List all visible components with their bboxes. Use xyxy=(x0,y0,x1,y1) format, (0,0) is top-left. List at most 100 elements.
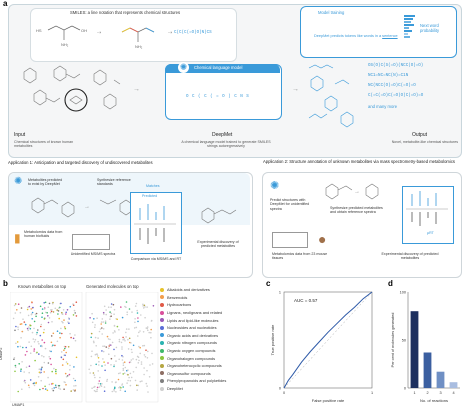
umap-left-title: Known metabolites on top xyxy=(18,284,67,289)
umap-point xyxy=(139,352,141,355)
legend-label: DeepMet xyxy=(167,386,183,392)
roc-ytick: 0 xyxy=(279,387,281,391)
legend-item: Phenylpropanoids and polyketides xyxy=(160,377,260,385)
bar-xlabel: No. of reactions xyxy=(420,398,448,403)
tube-icon: ▮ xyxy=(14,231,21,245)
umap-point xyxy=(50,350,52,353)
umap-point xyxy=(27,314,30,317)
umap-point xyxy=(58,317,60,320)
roc-diagonal xyxy=(283,291,373,389)
umap-point xyxy=(93,386,95,389)
legend-swatch xyxy=(160,302,164,307)
app2-predict: Predict structures with DeepMet for unid… xyxy=(270,198,310,211)
umap-point xyxy=(100,321,103,323)
app2-metabolomics: Metabolomics data from 23 mouse tissues xyxy=(272,252,328,261)
umap-point xyxy=(24,354,27,356)
output-title: Output xyxy=(412,132,428,138)
umap-point xyxy=(59,336,61,339)
bar-xtick: 2 xyxy=(426,391,428,395)
umap-point xyxy=(109,318,111,320)
umap-point xyxy=(20,323,23,325)
umap-point xyxy=(37,376,40,378)
svg-text:NH₂: NH₂ xyxy=(135,44,143,49)
umap-point xyxy=(145,349,147,351)
umap-point xyxy=(52,389,55,392)
umap-point xyxy=(98,364,100,366)
legend-label: Lignans, neolignans and related xyxy=(167,310,223,316)
roc-curve xyxy=(283,291,373,389)
umap-point xyxy=(101,365,103,367)
umap-point xyxy=(20,368,22,370)
umap-point xyxy=(57,384,60,387)
umap-point xyxy=(72,303,74,305)
umap-point xyxy=(44,385,46,388)
legend-item: Nucleosides and nucleotides xyxy=(160,324,260,332)
arrow-icon-2: → xyxy=(292,86,299,93)
umap-point xyxy=(95,345,97,347)
umap-point xyxy=(88,368,90,371)
legend-item: Organoheterocyclic compounds xyxy=(160,362,260,370)
umap-point xyxy=(49,357,52,360)
umap-point xyxy=(97,370,99,372)
umap-point xyxy=(50,310,53,313)
umap-point xyxy=(74,379,76,382)
umap-point xyxy=(54,344,56,347)
umap-point xyxy=(28,326,30,328)
umap-point xyxy=(112,332,114,334)
legend-label: Phenylpropanoids and polyketides xyxy=(167,378,227,384)
umap-point xyxy=(118,338,121,341)
umap-point xyxy=(65,313,67,315)
umap-point xyxy=(43,341,46,344)
legend-swatch xyxy=(160,333,164,338)
umap-point xyxy=(107,347,110,350)
umap-point xyxy=(130,342,132,344)
umap-legend: Alkaloids and derivatives Benzenoids Hydro… xyxy=(160,286,260,392)
app1-matches: Matches xyxy=(146,184,160,188)
umap-point xyxy=(61,313,64,315)
umap-point xyxy=(63,381,65,383)
umap-point xyxy=(74,339,77,342)
umap-point xyxy=(131,311,133,313)
umap-point xyxy=(103,305,106,308)
umap-point xyxy=(24,381,27,384)
umap-point xyxy=(93,389,96,392)
umap-point xyxy=(118,340,121,343)
umap-point xyxy=(96,355,99,357)
umap-point xyxy=(13,304,16,307)
umap-point xyxy=(28,365,31,367)
umap-point xyxy=(93,318,95,320)
umap-point xyxy=(90,364,92,367)
legend-swatch xyxy=(160,340,164,345)
app1-network-icon: ✺ xyxy=(14,176,23,187)
umap-point xyxy=(95,363,97,366)
umap-point xyxy=(108,353,110,355)
umap-point xyxy=(39,334,42,337)
clm-header xyxy=(165,64,280,73)
umap-point xyxy=(102,328,105,330)
umap-point xyxy=(64,327,67,330)
umap-point xyxy=(41,316,43,318)
umap-point xyxy=(20,370,22,372)
umap-point xyxy=(19,311,22,314)
umap-point xyxy=(28,386,31,389)
umap-point xyxy=(35,312,38,315)
umap-point xyxy=(132,371,135,373)
umap-point xyxy=(127,374,129,376)
umap-point xyxy=(103,386,106,388)
deepmet-predicts-text: DeepMet predicts tokens like words in a xyxy=(314,34,383,38)
umap-point xyxy=(139,380,142,383)
umap-point xyxy=(121,348,123,350)
umap-point xyxy=(118,358,120,361)
legend-swatch xyxy=(160,310,164,315)
umap-point xyxy=(29,324,32,327)
umap-point xyxy=(122,336,124,339)
umap-point xyxy=(101,327,103,329)
umap-point xyxy=(142,307,145,309)
umap-point xyxy=(16,341,19,343)
umap-point xyxy=(142,331,145,333)
umap-point xyxy=(132,344,135,347)
umap-point xyxy=(106,335,109,338)
bar-xtick: 1 xyxy=(413,391,415,395)
output-smiles-2: NC1=NC=NC(N)=C1N xyxy=(368,74,409,78)
legend-swatch xyxy=(160,378,164,383)
